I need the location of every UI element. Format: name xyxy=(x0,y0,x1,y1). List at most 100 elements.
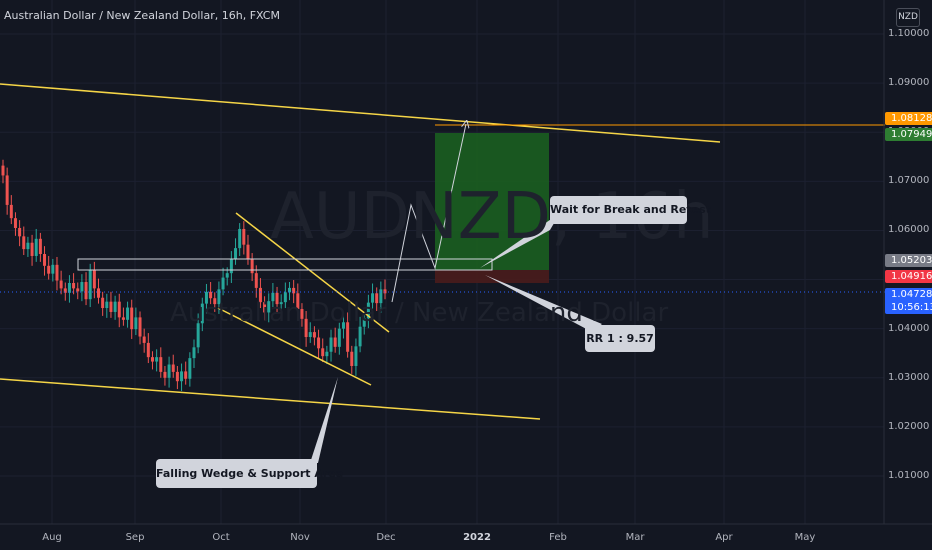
candle-body xyxy=(92,269,96,289)
candle-body xyxy=(163,371,167,378)
candle-body xyxy=(254,273,258,288)
candle-body xyxy=(167,364,171,378)
candle-body xyxy=(329,337,333,352)
candle-body xyxy=(308,332,312,338)
candle-body xyxy=(350,351,354,366)
candle-body xyxy=(134,317,138,330)
candle-body xyxy=(258,287,262,303)
wait-callout: Wait for Break and Retest xyxy=(550,196,711,224)
wedge-callout-pointer xyxy=(310,377,338,463)
candle-body xyxy=(117,301,121,318)
wait-callout-pointer xyxy=(480,213,560,268)
candle-body xyxy=(229,258,233,274)
wedge-callout: Falling Wedge & Support Area xyxy=(156,459,343,488)
candle-body xyxy=(242,228,246,245)
candle-body xyxy=(150,357,154,362)
candle-body xyxy=(358,326,362,347)
candle-body xyxy=(113,301,117,312)
rr-callout: RR 1 : 9.57 xyxy=(585,325,655,352)
candle-body xyxy=(51,264,55,274)
candle-body xyxy=(275,292,279,305)
watermark-name: Australian Dollar / New Zealand Dollar xyxy=(170,298,669,328)
candle-body xyxy=(221,277,225,290)
y-tick-label: 1.10000 xyxy=(888,28,930,39)
candle-body xyxy=(5,175,9,205)
candle-body xyxy=(312,332,316,338)
candle-body xyxy=(246,244,250,259)
y-tick-label: 1.07000 xyxy=(888,175,930,187)
candle-body xyxy=(383,289,387,294)
stop-zone xyxy=(435,270,549,283)
price-tag-entry: 1.05203 xyxy=(885,254,932,267)
candle-body xyxy=(209,291,213,299)
candle-body xyxy=(18,227,22,237)
candle-body xyxy=(204,291,208,304)
y-tick-label: 1.03000 xyxy=(888,371,930,383)
candle-body xyxy=(130,307,134,330)
projection-path xyxy=(391,124,466,303)
x-tick-label: Nov xyxy=(290,532,310,543)
candle-body xyxy=(250,258,254,274)
candle-body xyxy=(271,292,275,302)
y-tick-label: 1.01000 xyxy=(888,470,930,481)
x-tick-label: Apr xyxy=(715,532,733,543)
candle-body xyxy=(375,293,379,304)
candle-body xyxy=(26,242,30,250)
channel-lower-line xyxy=(0,378,541,420)
candle-body xyxy=(341,322,345,329)
candle-body xyxy=(304,318,308,338)
price-tag-target: 1.07949 xyxy=(885,128,932,141)
candle-body xyxy=(296,293,300,310)
resistance-zone xyxy=(77,258,493,271)
candle-body xyxy=(155,357,159,362)
candle-body xyxy=(22,236,26,250)
candle-body xyxy=(146,342,150,358)
candle-body xyxy=(217,289,221,305)
y-tick-label: 1.06000 xyxy=(888,224,930,236)
price-tag-orange: 1.08128 xyxy=(885,112,932,125)
candle-body xyxy=(192,347,196,359)
candle-body xyxy=(55,264,59,281)
candle-body xyxy=(63,288,67,293)
rr-callout-pointer xyxy=(485,275,602,332)
candle-body xyxy=(234,248,238,259)
candle-body xyxy=(121,317,125,320)
candle-body xyxy=(80,282,84,292)
x-tick-label: 2022 xyxy=(463,532,491,543)
candle-body xyxy=(292,287,296,294)
chart-title: Australian Dollar / New Zealand Dollar, … xyxy=(4,9,280,22)
wedge-upper-line xyxy=(235,212,390,333)
candle-body xyxy=(346,322,350,352)
candle-body xyxy=(43,254,47,266)
candle-body xyxy=(200,303,204,324)
candle-body xyxy=(213,298,217,305)
candle-body xyxy=(34,238,38,256)
candle-body xyxy=(184,371,188,379)
candle-body xyxy=(30,242,34,256)
candle-body xyxy=(366,302,370,319)
x-tick-label: Oct xyxy=(212,532,230,543)
candle-body xyxy=(337,328,341,347)
x-tick-label: Feb xyxy=(549,532,567,543)
x-tick-label: Mar xyxy=(625,532,645,543)
candle-body xyxy=(171,364,175,372)
candle-body xyxy=(159,357,163,372)
candle-body xyxy=(47,265,51,274)
countdown-tag: 10:56:13 xyxy=(885,301,932,314)
candle-body xyxy=(325,351,329,357)
candle-body xyxy=(72,282,76,289)
currency-button[interactable]: NZD xyxy=(896,8,920,27)
wedge-lower-line xyxy=(217,307,372,386)
candle-body xyxy=(263,302,267,313)
candle-body xyxy=(371,293,375,303)
candle-body xyxy=(321,348,325,357)
candles xyxy=(1,159,387,392)
candle-body xyxy=(300,309,304,319)
candle-body xyxy=(354,346,358,366)
candle-body xyxy=(97,288,100,298)
y-tick-label: 1.09000 xyxy=(888,77,930,89)
y-tick-label: 1.04000 xyxy=(888,322,930,334)
candle-body xyxy=(59,280,63,289)
candle-body xyxy=(38,238,42,255)
